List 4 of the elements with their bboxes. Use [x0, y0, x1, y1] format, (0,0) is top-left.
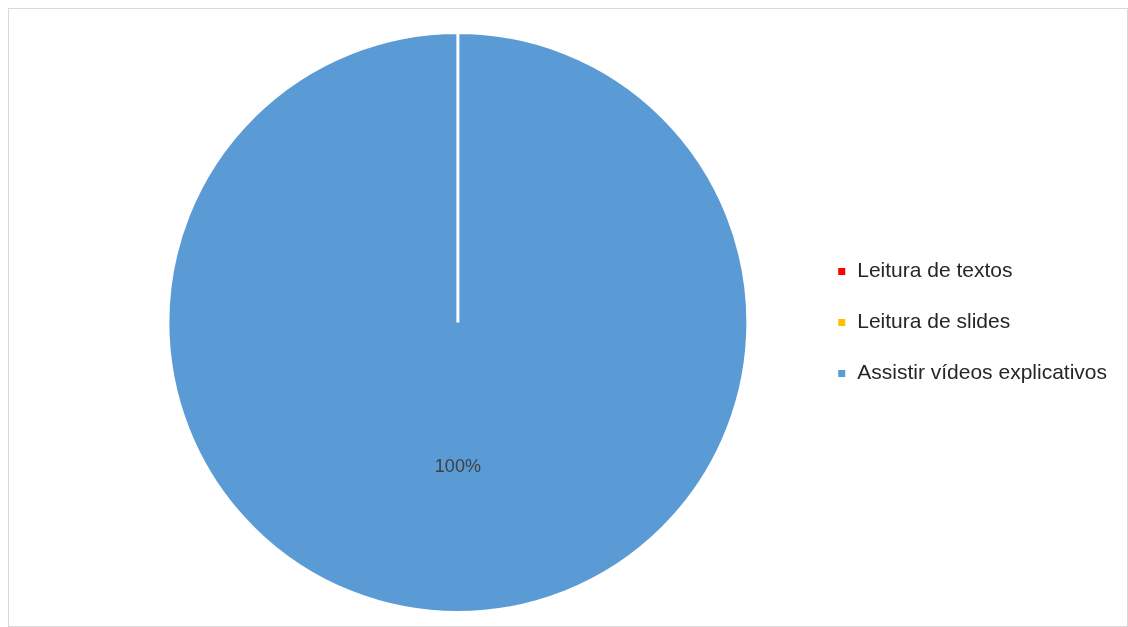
legend-label: Leitura de textos: [857, 258, 1013, 282]
data-label: 100%: [434, 456, 481, 477]
legend-label: Leitura de slides: [857, 309, 1011, 333]
legend-label: Assistir vídeos explicativos: [857, 360, 1108, 384]
